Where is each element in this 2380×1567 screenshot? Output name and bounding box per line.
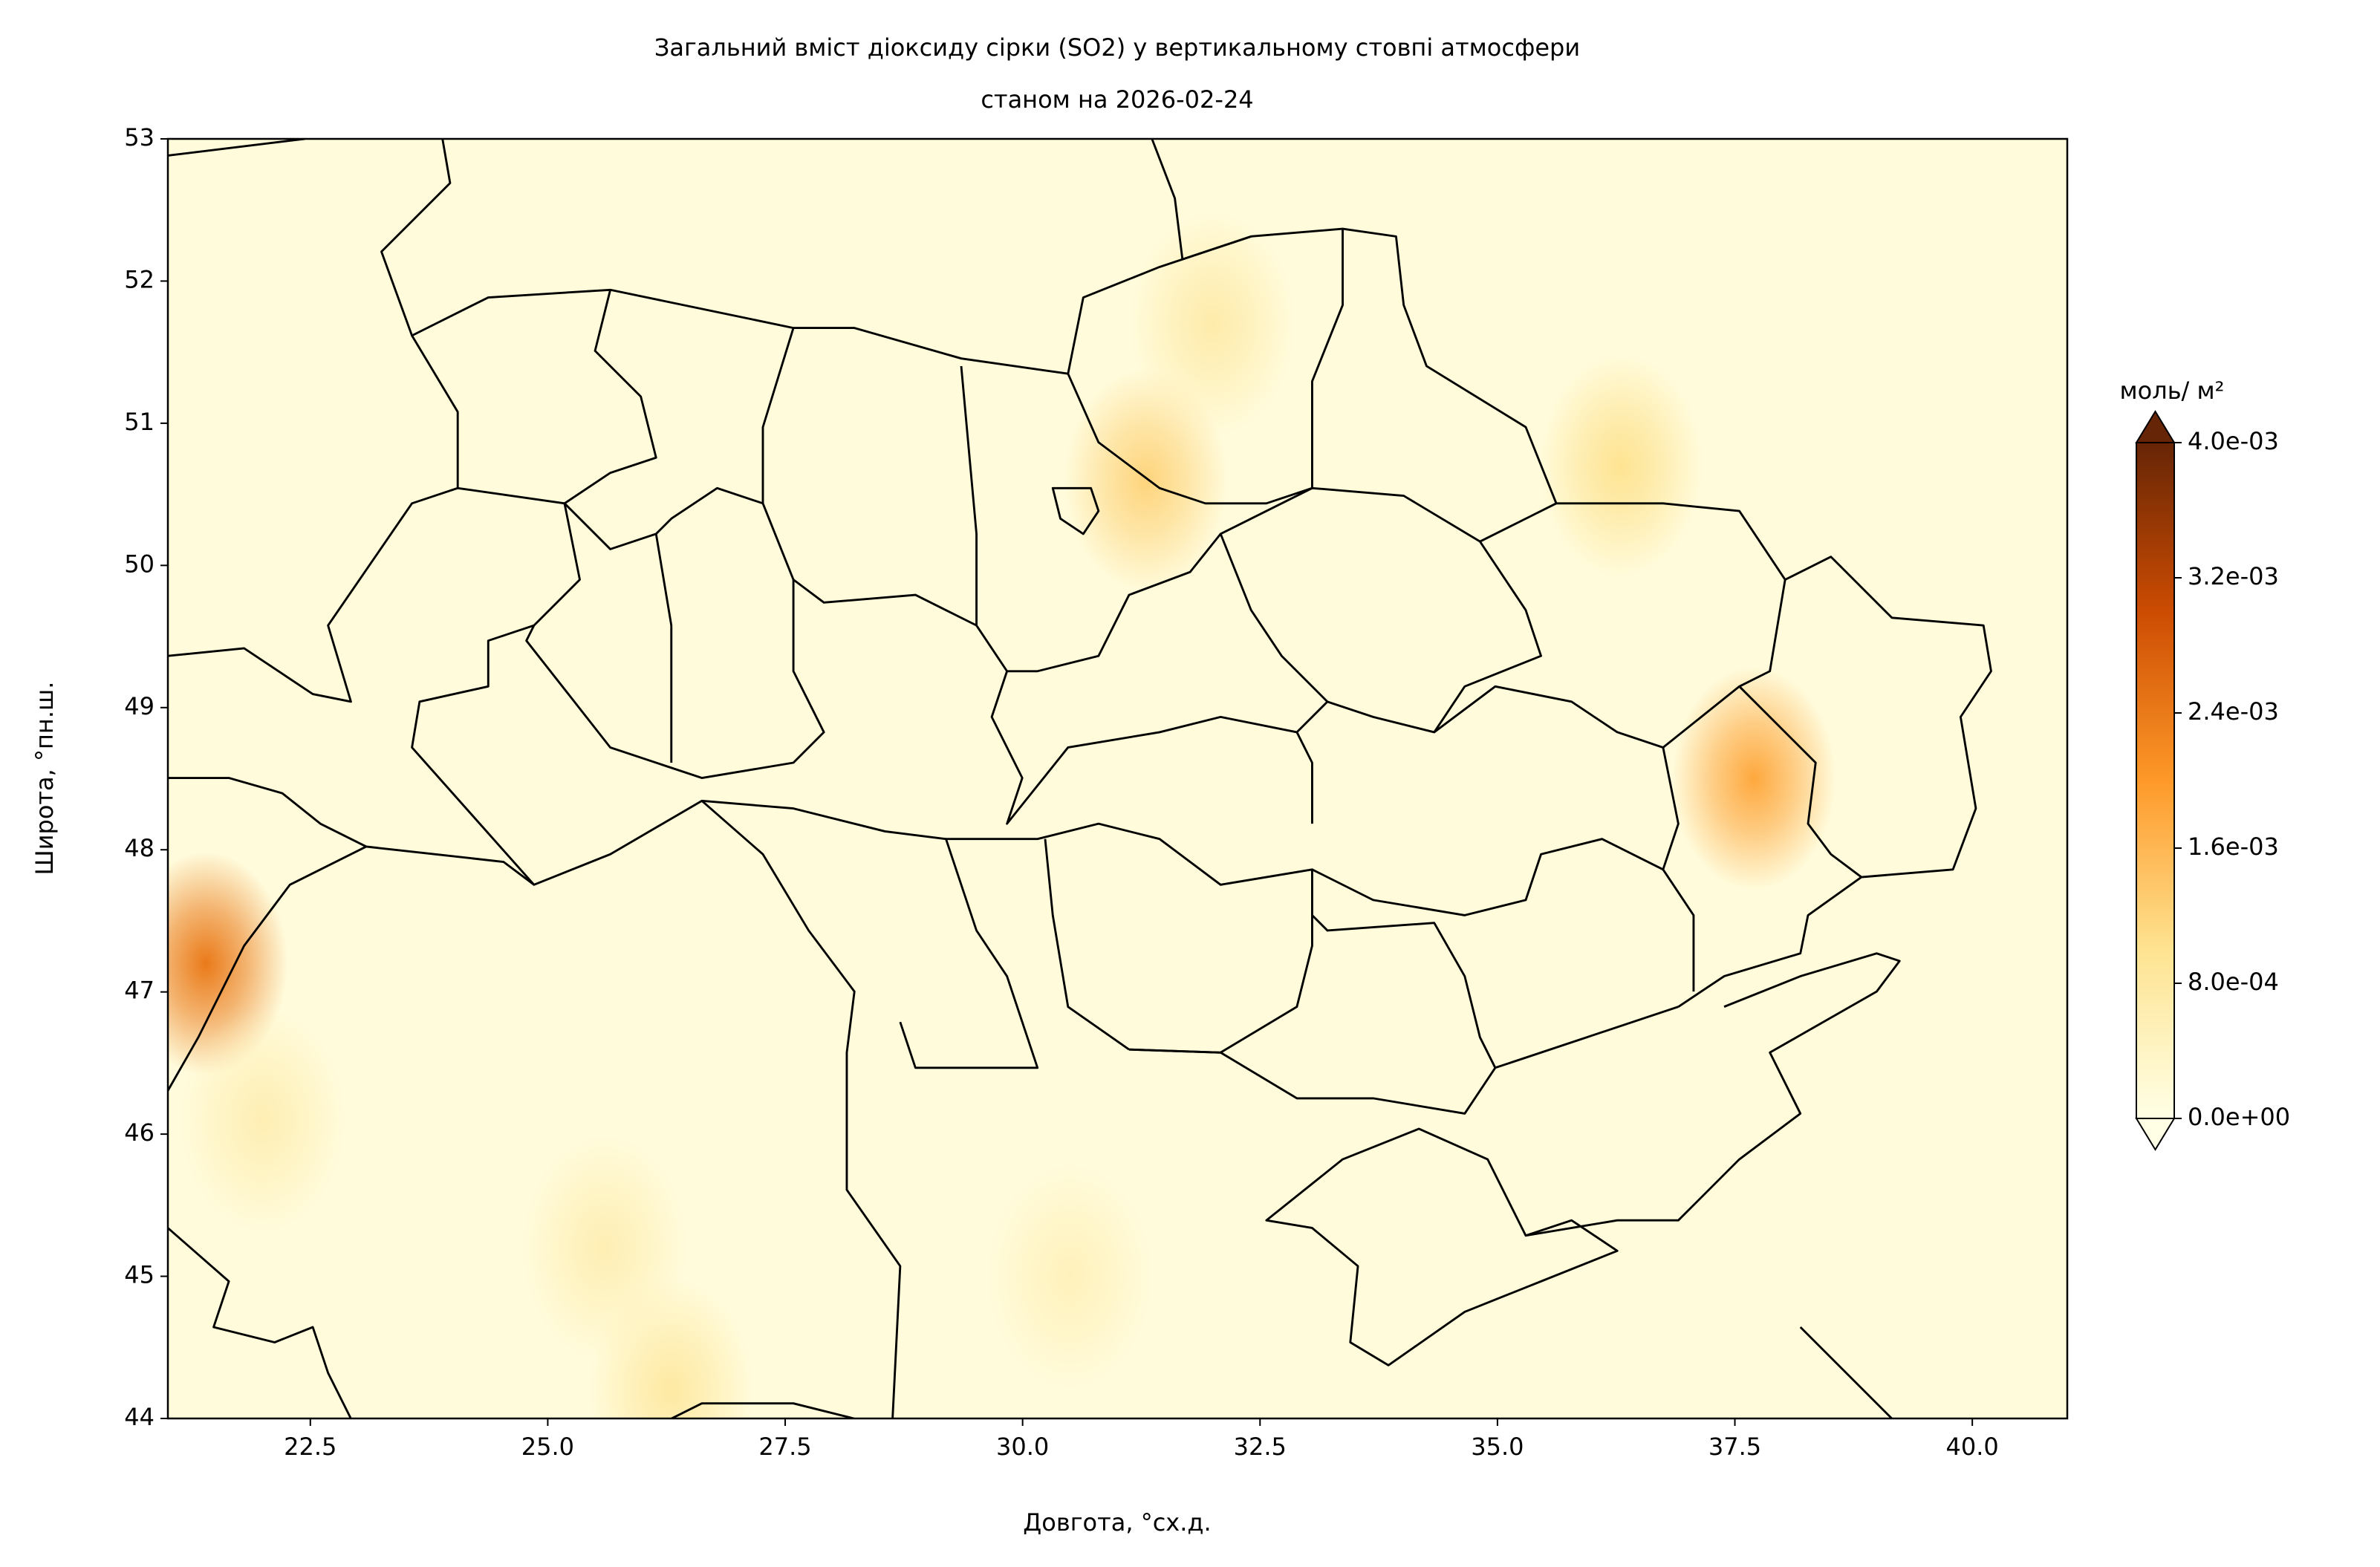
colorbar-tick-label: 8.0e-04 bbox=[2188, 968, 2279, 996]
y-tick-label: 53 bbox=[124, 123, 155, 152]
border-line bbox=[168, 1227, 1893, 1418]
x-tick-label: 30.0 bbox=[996, 1433, 1049, 1461]
x-tick-label: 27.5 bbox=[758, 1433, 811, 1461]
colorbar-label: моль/ м² bbox=[2120, 377, 2225, 405]
y-axis-label: Широта, °пн.ш. bbox=[30, 682, 59, 876]
heat-spot bbox=[1131, 212, 1295, 435]
heat-spot bbox=[181, 1008, 345, 1231]
colorbar-tick-label: 4.0e-03 bbox=[2188, 427, 2279, 455]
colorbar bbox=[2136, 442, 2175, 1119]
border-line bbox=[975, 532, 1329, 825]
colorbar-tick-label: 1.6e-03 bbox=[2188, 833, 2279, 861]
y-tick-label: 47 bbox=[124, 977, 155, 1005]
y-tick-label: 44 bbox=[124, 1403, 155, 1431]
border-line bbox=[1433, 579, 1862, 992]
x-tick-label: 22.5 bbox=[284, 1433, 336, 1461]
heat-spot bbox=[1672, 667, 1836, 890]
colorbar-tick-label: 3.2e-03 bbox=[2188, 562, 2279, 590]
colorbar-tick-label: 2.4e-03 bbox=[2188, 697, 2279, 726]
heat-layer bbox=[168, 212, 1836, 1418]
border-line bbox=[1265, 1127, 1619, 1366]
border-line bbox=[411, 486, 825, 886]
x-axis-label: Довгота, °сх.д. bbox=[1023, 1508, 1211, 1537]
heat-spot bbox=[988, 1164, 1152, 1388]
chart-subtitle: станом на 2026-02-24 bbox=[981, 85, 1253, 114]
y-tick-label: 51 bbox=[124, 408, 155, 436]
border-line bbox=[899, 822, 1313, 1069]
border-line bbox=[1067, 229, 1557, 734]
y-tick-label: 46 bbox=[124, 1118, 155, 1147]
border-line bbox=[1051, 486, 1100, 535]
y-tick-label: 52 bbox=[124, 265, 155, 293]
border-line bbox=[168, 800, 902, 1418]
x-tick-label: 35.0 bbox=[1471, 1433, 1524, 1461]
border-line bbox=[168, 335, 946, 886]
heat-spot bbox=[523, 1136, 687, 1360]
border-line bbox=[1128, 952, 1901, 1237]
axes-frame bbox=[166, 137, 2069, 1420]
colorbar-extend-min bbox=[2135, 1118, 2176, 1151]
y-tick-label: 50 bbox=[124, 550, 155, 578]
y-tick-label: 45 bbox=[124, 1261, 155, 1289]
x-tick-label: 40.0 bbox=[1946, 1433, 1999, 1461]
colorbar-tick-label: 0.0e+00 bbox=[2188, 1103, 2290, 1131]
border-line bbox=[1295, 732, 1664, 1069]
heat-spot bbox=[1539, 354, 1703, 578]
border-line bbox=[564, 289, 978, 763]
x-tick-label: 32.5 bbox=[1234, 1433, 1287, 1461]
x-tick-label: 37.5 bbox=[1708, 1433, 1761, 1461]
x-tick-label: 25.0 bbox=[521, 1433, 574, 1461]
y-tick-label: 49 bbox=[124, 692, 155, 720]
borders bbox=[168, 139, 1992, 1418]
y-tick-label: 48 bbox=[124, 834, 155, 862]
colorbar-extend-max bbox=[2135, 410, 2176, 443]
chart-title: Загальний вміст діоксиду сірки (SO2) у в… bbox=[654, 33, 1580, 62]
